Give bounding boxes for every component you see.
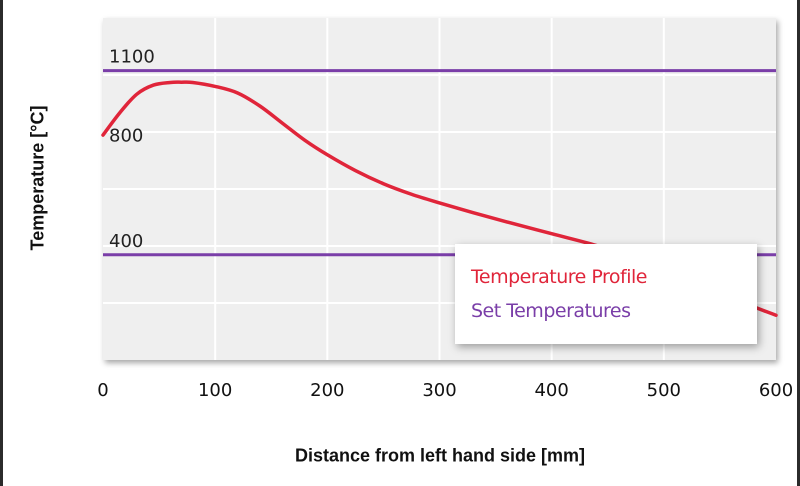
- y-tick-label: 800: [109, 126, 143, 147]
- y-tick-label: 400: [109, 231, 143, 252]
- left-frame-border: [0, 0, 3, 486]
- right-frame-border: [797, 0, 800, 486]
- y-tick-label: 1100: [109, 47, 155, 68]
- x-tick-label: 600: [759, 380, 793, 401]
- y-axis-label: Temperature [°C]: [27, 105, 48, 251]
- x-axis-label: Distance from left hand side [mm]: [294, 445, 586, 466]
- x-tick-label: 500: [647, 380, 681, 401]
- x-tick-label: 200: [310, 380, 344, 401]
- x-tick-label: 400: [534, 380, 568, 401]
- x-tick-label: 100: [198, 380, 232, 401]
- legend-item-set-temperatures: Set Temperatures: [471, 300, 631, 322]
- x-tick-label: 300: [422, 380, 456, 401]
- chart-legend: Temperature Profile Set Temperatures: [455, 244, 757, 344]
- x-tick-label: 0: [97, 380, 108, 401]
- legend-item-temperature-profile: Temperature Profile: [471, 266, 647, 288]
